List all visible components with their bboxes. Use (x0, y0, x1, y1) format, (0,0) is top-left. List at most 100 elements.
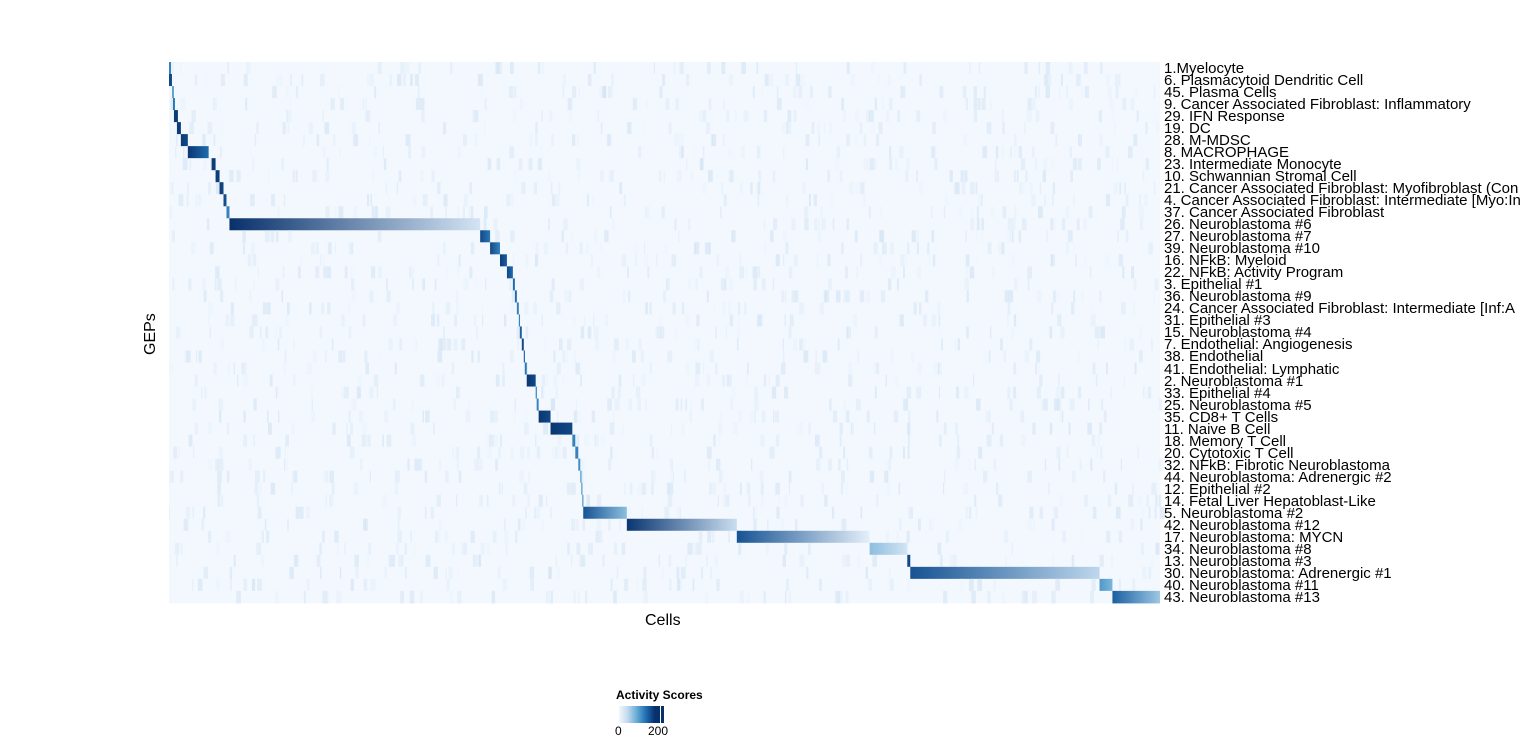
heatmap-noise-cell (549, 110, 553, 123)
heatmap-noise-cell (965, 254, 970, 267)
heatmap-noise-cell (1018, 146, 1023, 159)
heatmap-noise-cell (208, 182, 211, 195)
heatmap-noise-cell (571, 518, 576, 532)
heatmap-noise-cell (931, 314, 937, 327)
heatmap-noise-cell (846, 326, 850, 339)
heatmap-noise-cell (1148, 242, 1153, 255)
heatmap-noise-cell (698, 542, 702, 556)
heatmap-noise-cell (865, 110, 871, 123)
row-label: 17. Neuroblastoma: MYCN (1164, 528, 1344, 546)
heatmap-noise-cell (340, 98, 345, 111)
heatmap-block (1099, 578, 1113, 592)
heatmap-noise-cell (939, 386, 941, 400)
heatmap-noise-cell (729, 74, 733, 87)
heatmap-noise-cell (203, 506, 206, 520)
heatmap-noise-cell (1112, 158, 1114, 171)
heatmap-noise-cell (684, 470, 686, 484)
heatmap-noise-cell (607, 398, 612, 412)
row-label: 32. NFkB: Fibrotic Neuroblastoma (1164, 456, 1390, 474)
heatmap-noise-cell (772, 170, 776, 183)
heatmap-noise-cell (1105, 146, 1110, 159)
heatmap-noise-cell (254, 470, 260, 484)
heatmap-noise-cell (218, 458, 224, 472)
heatmap-row (169, 98, 1160, 111)
heatmap-noise-cell (694, 374, 700, 388)
heatmap-noise-cell (728, 530, 730, 544)
heatmap-noise-cell (557, 410, 559, 424)
heatmap-noise-cell (781, 122, 786, 135)
heatmap-noise-cell (408, 146, 411, 159)
heatmap-noise-cell (792, 86, 798, 99)
heatmap-noise-cell (624, 482, 626, 496)
heatmap-noise-cell (458, 254, 461, 267)
heatmap-noise-cell (806, 98, 809, 111)
heatmap-noise-cell (784, 74, 789, 87)
heatmap-noise-cell (350, 578, 354, 592)
heatmap-noise-cell (717, 494, 719, 508)
heatmap-noise-cell (527, 446, 530, 460)
heatmap-noise-cell (1008, 290, 1014, 303)
heatmap-block (736, 530, 870, 544)
heatmap-noise-cell (694, 242, 700, 255)
heatmap-noise-cell (208, 302, 213, 315)
heatmap-noise-cell (814, 434, 820, 448)
heatmap-noise-cell (1155, 542, 1160, 556)
heatmap-noise-cell (728, 302, 731, 315)
heatmap-noise-cell (1146, 494, 1149, 508)
heatmap-noise-cell (192, 506, 194, 520)
heatmap-noise-cell (524, 422, 529, 436)
heatmap-noise-cell (394, 470, 396, 484)
heatmap-noise-cell (916, 242, 919, 255)
heatmap-noise-cell (730, 398, 733, 412)
heatmap-noise-cell (215, 266, 220, 279)
heatmap-noise-cell (289, 566, 294, 580)
heatmap-noise-cell (739, 482, 742, 496)
heatmap-noise-cell (547, 218, 550, 231)
heatmap-noise-cell (879, 206, 882, 219)
heatmap-noise-cell (572, 86, 577, 99)
heatmap-noise-cell (538, 494, 543, 508)
heatmap-noise-cell (725, 326, 727, 339)
heatmap-noise-cell (753, 398, 758, 412)
heatmap-noise-cell (477, 350, 480, 363)
heatmap-noise-cell (643, 122, 647, 135)
heatmap-noise-cell (493, 218, 498, 231)
heatmap-noise-cell (316, 134, 320, 147)
heatmap-noise-cell (1027, 266, 1032, 279)
heatmap-noise-cell (208, 458, 212, 472)
heatmap-noise-cell (824, 494, 828, 508)
heatmap-noise-cell (801, 182, 807, 195)
heatmap-noise-cell (236, 590, 241, 604)
heatmap-noise-cell (551, 134, 554, 147)
heatmap-noise-cell (1090, 458, 1093, 472)
heatmap-noise-cell (243, 410, 246, 424)
heatmap-noise-cell (1062, 218, 1066, 231)
heatmap-noise-cell (523, 482, 528, 496)
heatmap-noise-cell (278, 74, 283, 87)
heatmap-noise-cell (451, 362, 455, 376)
heatmap-noise-cell (323, 470, 328, 484)
row-label: 12. Epithelial #2 (1164, 480, 1271, 498)
heatmap-noise-cell (221, 122, 224, 135)
heatmap-noise-cell (756, 266, 761, 279)
heatmap-noise-cell (201, 518, 205, 532)
heatmap-noise-cell (363, 518, 366, 532)
heatmap-noise-cell (890, 350, 894, 363)
heatmap-noise-cell (887, 74, 891, 87)
heatmap-noise-cell (233, 554, 236, 568)
heatmap-noise-cell (220, 494, 224, 508)
heatmap-noise-cell (613, 590, 617, 604)
legend-title: Activity Scores (616, 688, 703, 702)
heatmap-noise-cell (580, 554, 586, 568)
heatmap-noise-cell (788, 326, 792, 339)
heatmap-noise-cell (968, 458, 971, 472)
heatmap-noise-cell (565, 350, 568, 363)
heatmap-noise-cell (887, 482, 891, 496)
heatmap-noise-cell (839, 422, 843, 436)
heatmap-noise-cell (649, 362, 652, 376)
heatmap-noise-cell (366, 194, 370, 207)
legend-tick (660, 706, 661, 723)
heatmap-noise-cell (905, 254, 907, 267)
heatmap-noise-cell (876, 134, 880, 147)
heatmap-noise-cell (492, 530, 497, 544)
